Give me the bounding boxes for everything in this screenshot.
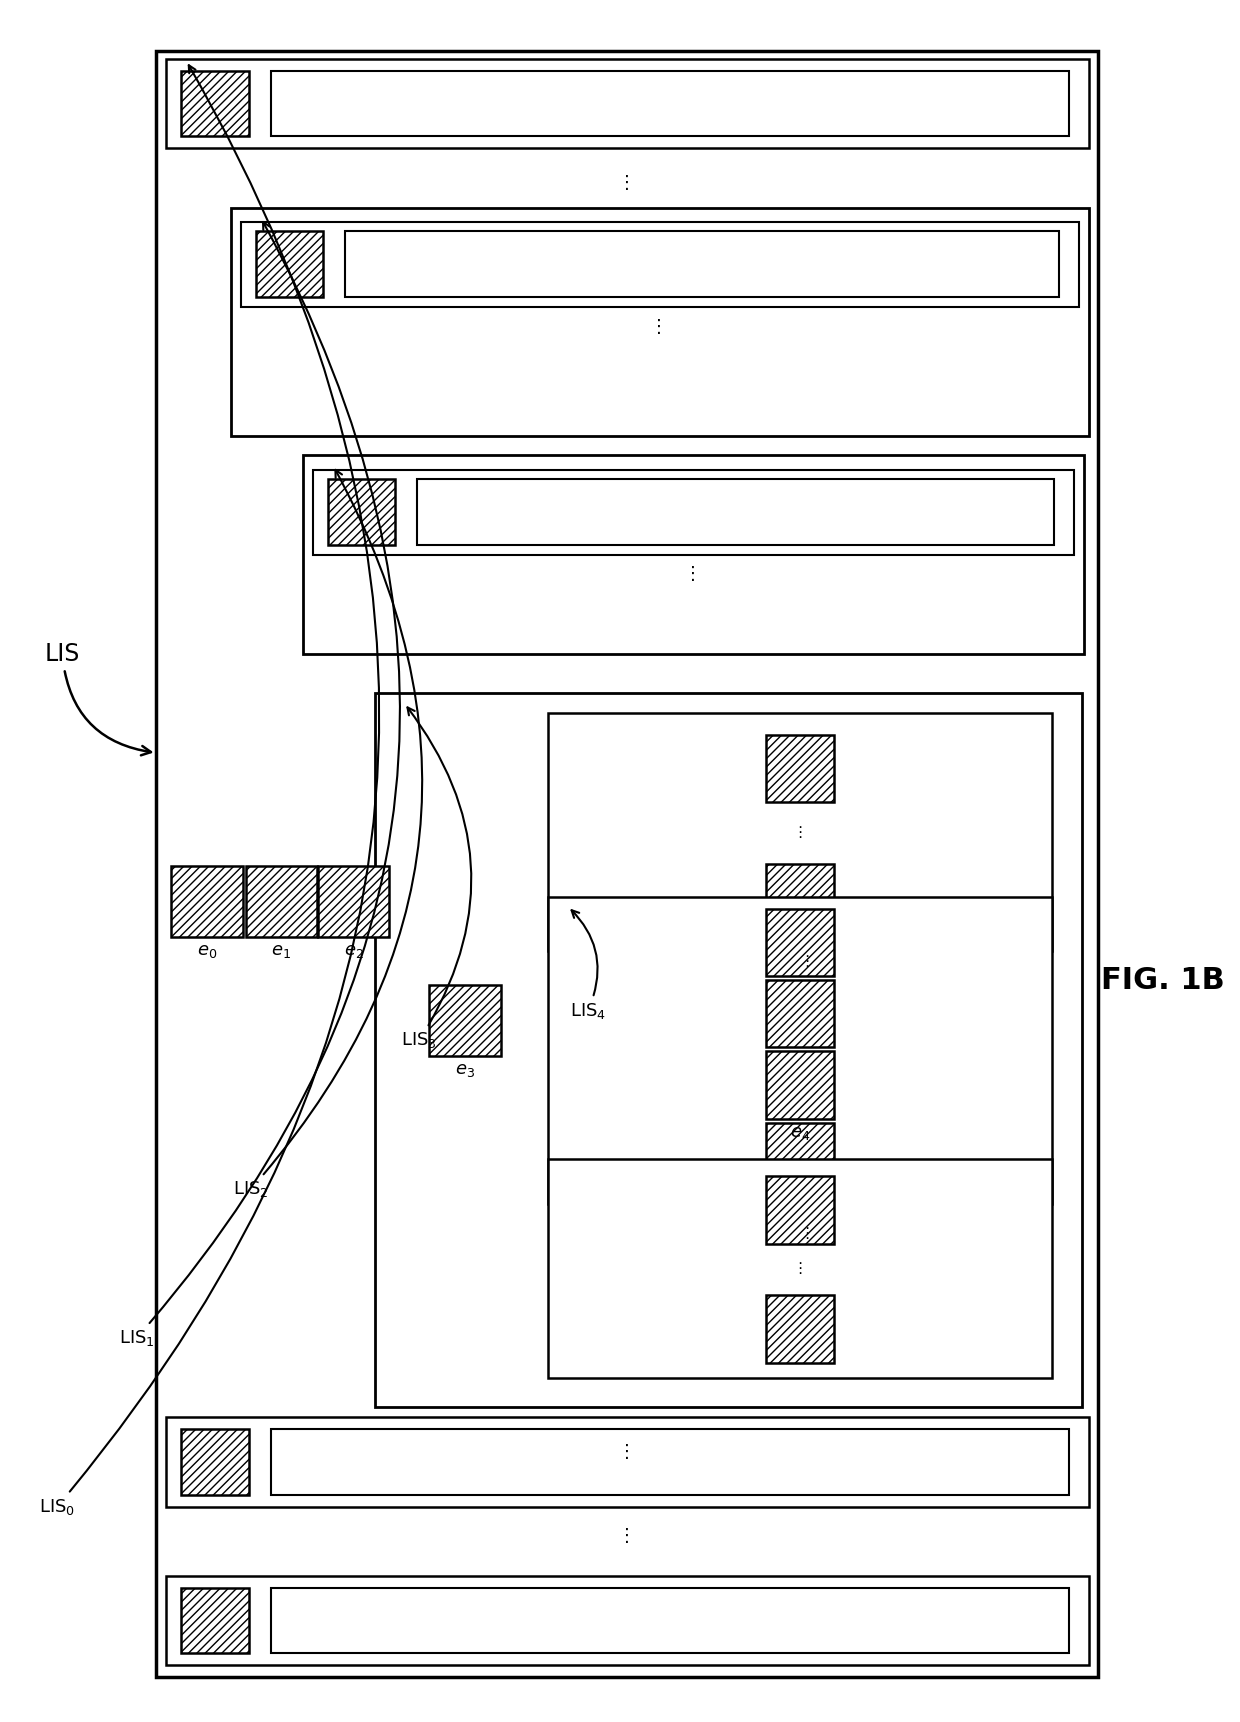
Bar: [766, 909, 833, 976]
Text: $e_4$: $e_4$: [790, 1124, 810, 1142]
Bar: [156, 52, 1099, 1677]
Bar: [329, 479, 396, 544]
Bar: [766, 1052, 833, 1119]
Text: ⋮: ⋮: [800, 954, 815, 969]
Text: ⋮: ⋮: [684, 565, 702, 584]
Bar: [314, 470, 1074, 554]
Bar: [766, 1176, 833, 1243]
Text: ⋮: ⋮: [792, 1261, 807, 1276]
Text: ⋮: ⋮: [619, 1527, 636, 1545]
Bar: [181, 1429, 249, 1495]
Bar: [766, 735, 833, 802]
Text: LIS$_2$: LIS$_2$: [233, 470, 422, 1199]
Text: ⋮: ⋮: [800, 1226, 815, 1242]
Bar: [766, 735, 833, 802]
Text: $e_3$: $e_3$: [455, 1061, 475, 1080]
Bar: [166, 1417, 1089, 1507]
Bar: [270, 71, 1069, 136]
Bar: [766, 1295, 833, 1362]
Bar: [171, 866, 243, 937]
Bar: [766, 909, 833, 976]
Bar: [304, 455, 1084, 654]
Bar: [374, 694, 1081, 1407]
Bar: [766, 1295, 833, 1362]
Bar: [270, 1588, 1069, 1653]
Text: FIG. 1B: FIG. 1B: [1101, 966, 1225, 995]
Bar: [181, 1588, 249, 1653]
Bar: [166, 59, 1089, 148]
Bar: [171, 866, 243, 937]
Bar: [255, 231, 324, 296]
Text: $e_2$: $e_2$: [343, 942, 363, 961]
Bar: [766, 864, 833, 932]
Bar: [548, 897, 1052, 1204]
Bar: [255, 231, 324, 296]
Bar: [766, 1123, 833, 1190]
Text: ⋮: ⋮: [619, 174, 636, 191]
Text: LIS$_4$: LIS$_4$: [569, 911, 606, 1021]
Text: ⋮: ⋮: [650, 317, 668, 336]
Bar: [766, 1123, 833, 1190]
Text: $e_1$: $e_1$: [272, 942, 291, 961]
Bar: [181, 71, 249, 136]
Bar: [319, 866, 389, 937]
Bar: [345, 231, 1059, 296]
Bar: [766, 1052, 833, 1119]
Bar: [270, 1429, 1069, 1495]
Bar: [181, 1429, 249, 1495]
Bar: [246, 866, 317, 937]
Bar: [766, 980, 833, 1047]
Bar: [241, 222, 1079, 307]
Bar: [429, 985, 501, 1056]
Bar: [329, 479, 396, 544]
Bar: [418, 479, 1054, 544]
Text: LIS$_1$: LIS$_1$: [119, 222, 401, 1348]
Bar: [548, 1159, 1052, 1378]
Bar: [231, 208, 1089, 436]
Bar: [246, 866, 317, 937]
Bar: [766, 980, 833, 1047]
Bar: [181, 1588, 249, 1653]
Text: LIS$_0$: LIS$_0$: [40, 65, 379, 1517]
Bar: [166, 1576, 1089, 1665]
Text: ⋮: ⋮: [792, 825, 807, 840]
Text: $e_0$: $e_0$: [197, 942, 217, 961]
Bar: [181, 71, 249, 136]
Text: LIS: LIS: [45, 642, 151, 756]
Bar: [548, 713, 1052, 951]
Bar: [319, 866, 389, 937]
Bar: [429, 985, 501, 1056]
Text: LIS$_3$: LIS$_3$: [402, 708, 471, 1050]
Bar: [766, 1176, 833, 1243]
Text: ⋮: ⋮: [619, 1443, 636, 1460]
Bar: [766, 864, 833, 932]
